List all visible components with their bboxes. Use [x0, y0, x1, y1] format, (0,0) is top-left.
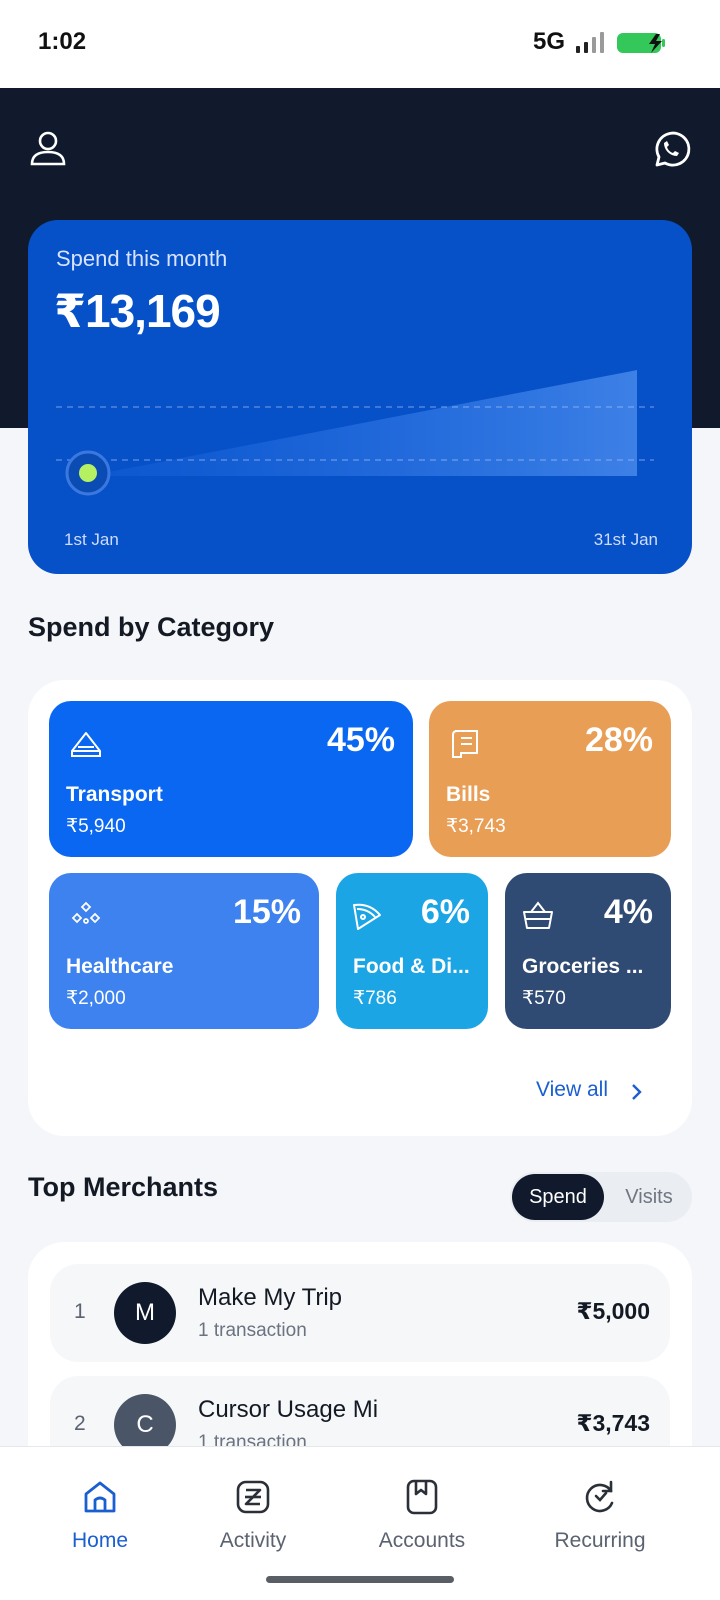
basket-icon	[523, 901, 553, 929]
nav-home-label: Home	[71, 1529, 129, 1552]
category-name: Healthcare	[66, 955, 174, 978]
merchant-avatar: M	[114, 1282, 176, 1344]
current-day-marker	[79, 464, 97, 482]
merchant-transaction-count: 1 transaction	[198, 1320, 307, 1341]
toggle-visits-option[interactable]: Visits	[625, 1185, 673, 1208]
category-amount: ₹570	[522, 988, 566, 1009]
category-percent: 4%	[603, 893, 653, 931]
nav-activity-label: Activity	[219, 1529, 287, 1552]
view-all-categories-link[interactable]: View all	[536, 1078, 608, 1101]
spend-visits-toggle: Spend Visits	[510, 1172, 692, 1222]
merchant-rank: 1	[74, 1300, 86, 1323]
merchant-amount: ₹5,000	[576, 1298, 650, 1324]
nav-activity[interactable]: Activity	[183, 1477, 323, 1567]
nav-home[interactable]: Home	[30, 1477, 170, 1567]
monthly-spend-card[interactable]: Spend this month ₹13,169 1st Jan 31st Ja…	[28, 220, 692, 574]
category-name: Groceries ...	[522, 955, 644, 978]
whatsapp-icon[interactable]	[648, 128, 692, 172]
category-name: Transport	[66, 783, 163, 806]
category-name: Food & Di...	[353, 955, 470, 978]
status-time: 1:02	[38, 28, 87, 55]
category-section-title: Spend by Category	[28, 612, 275, 642]
category-panel: 45% Transport ₹5,940 28% Bills ₹3,743 15…	[28, 680, 692, 1136]
home-indicator	[266, 1576, 454, 1583]
category-amount: ₹2,000	[66, 988, 126, 1009]
category-percent: 15%	[232, 893, 301, 931]
chevron-right-icon[interactable]	[626, 1080, 646, 1104]
nav-accounts-label: Accounts	[378, 1529, 466, 1552]
nav-recurring-label: Recurring	[554, 1529, 646, 1552]
car-icon	[71, 732, 101, 757]
health-icon	[71, 901, 101, 924]
toggle-spend-option[interactable]: Spend	[512, 1174, 604, 1220]
signal-bars-icon	[576, 32, 604, 53]
home-icon	[84, 1481, 116, 1513]
spend-area	[88, 370, 637, 476]
profile-icon[interactable]	[28, 128, 68, 168]
merchant-row[interactable]: 1 M Make My Trip 1 transaction ₹5,000	[50, 1264, 670, 1362]
recurring-icon	[585, 1480, 614, 1513]
category-percent: 28%	[584, 721, 653, 759]
merchant-amount: ₹3,743	[576, 1410, 650, 1436]
category-percent: 45%	[326, 721, 395, 759]
nav-recurring[interactable]: Recurring	[530, 1477, 670, 1567]
category-percent: 6%	[420, 893, 470, 931]
status-bar: 1:02 5G	[0, 0, 720, 88]
battery-charging-icon	[617, 33, 665, 53]
spend-card-label: Spend this month	[56, 246, 228, 271]
category-tile-bills[interactable]: 28% Bills ₹3,743	[429, 701, 671, 857]
category-amount: ₹786	[353, 988, 397, 1009]
accounts-icon	[406, 1479, 438, 1515]
spend-amount: ₹13,169	[54, 285, 221, 337]
category-tile-groceries[interactable]: 4% Groceries ... ₹570	[505, 873, 671, 1029]
merchant-name: Cursor Usage Mi	[198, 1396, 379, 1423]
activity-icon	[236, 1480, 270, 1514]
network-type: 5G	[533, 28, 566, 55]
merchants-section-title: Top Merchants	[28, 1172, 219, 1202]
nav-accounts[interactable]: Accounts	[352, 1477, 492, 1567]
receipt-icon	[452, 730, 478, 758]
merchant-rank: 2	[74, 1412, 86, 1435]
bottom-navigation: Home Activity Accounts Recurring	[0, 1446, 720, 1600]
category-name: Bills	[446, 783, 491, 806]
pizza-icon	[353, 903, 381, 930]
chart-end-date: 31st Jan	[593, 530, 658, 549]
chart-start-date: 1st Jan	[64, 530, 119, 549]
spend-trend-chart	[56, 370, 654, 496]
category-amount: ₹5,940	[66, 816, 126, 837]
merchant-name: Make My Trip	[198, 1284, 343, 1311]
merchant-avatar: C	[114, 1394, 176, 1456]
category-amount: ₹3,743	[446, 816, 506, 837]
category-tile-transport[interactable]: 45% Transport ₹5,940	[49, 701, 413, 857]
category-tile-healthcare[interactable]: 15% Healthcare ₹2,000	[49, 873, 319, 1029]
category-tile-food[interactable]: 6% Food & Di... ₹786	[336, 873, 488, 1029]
